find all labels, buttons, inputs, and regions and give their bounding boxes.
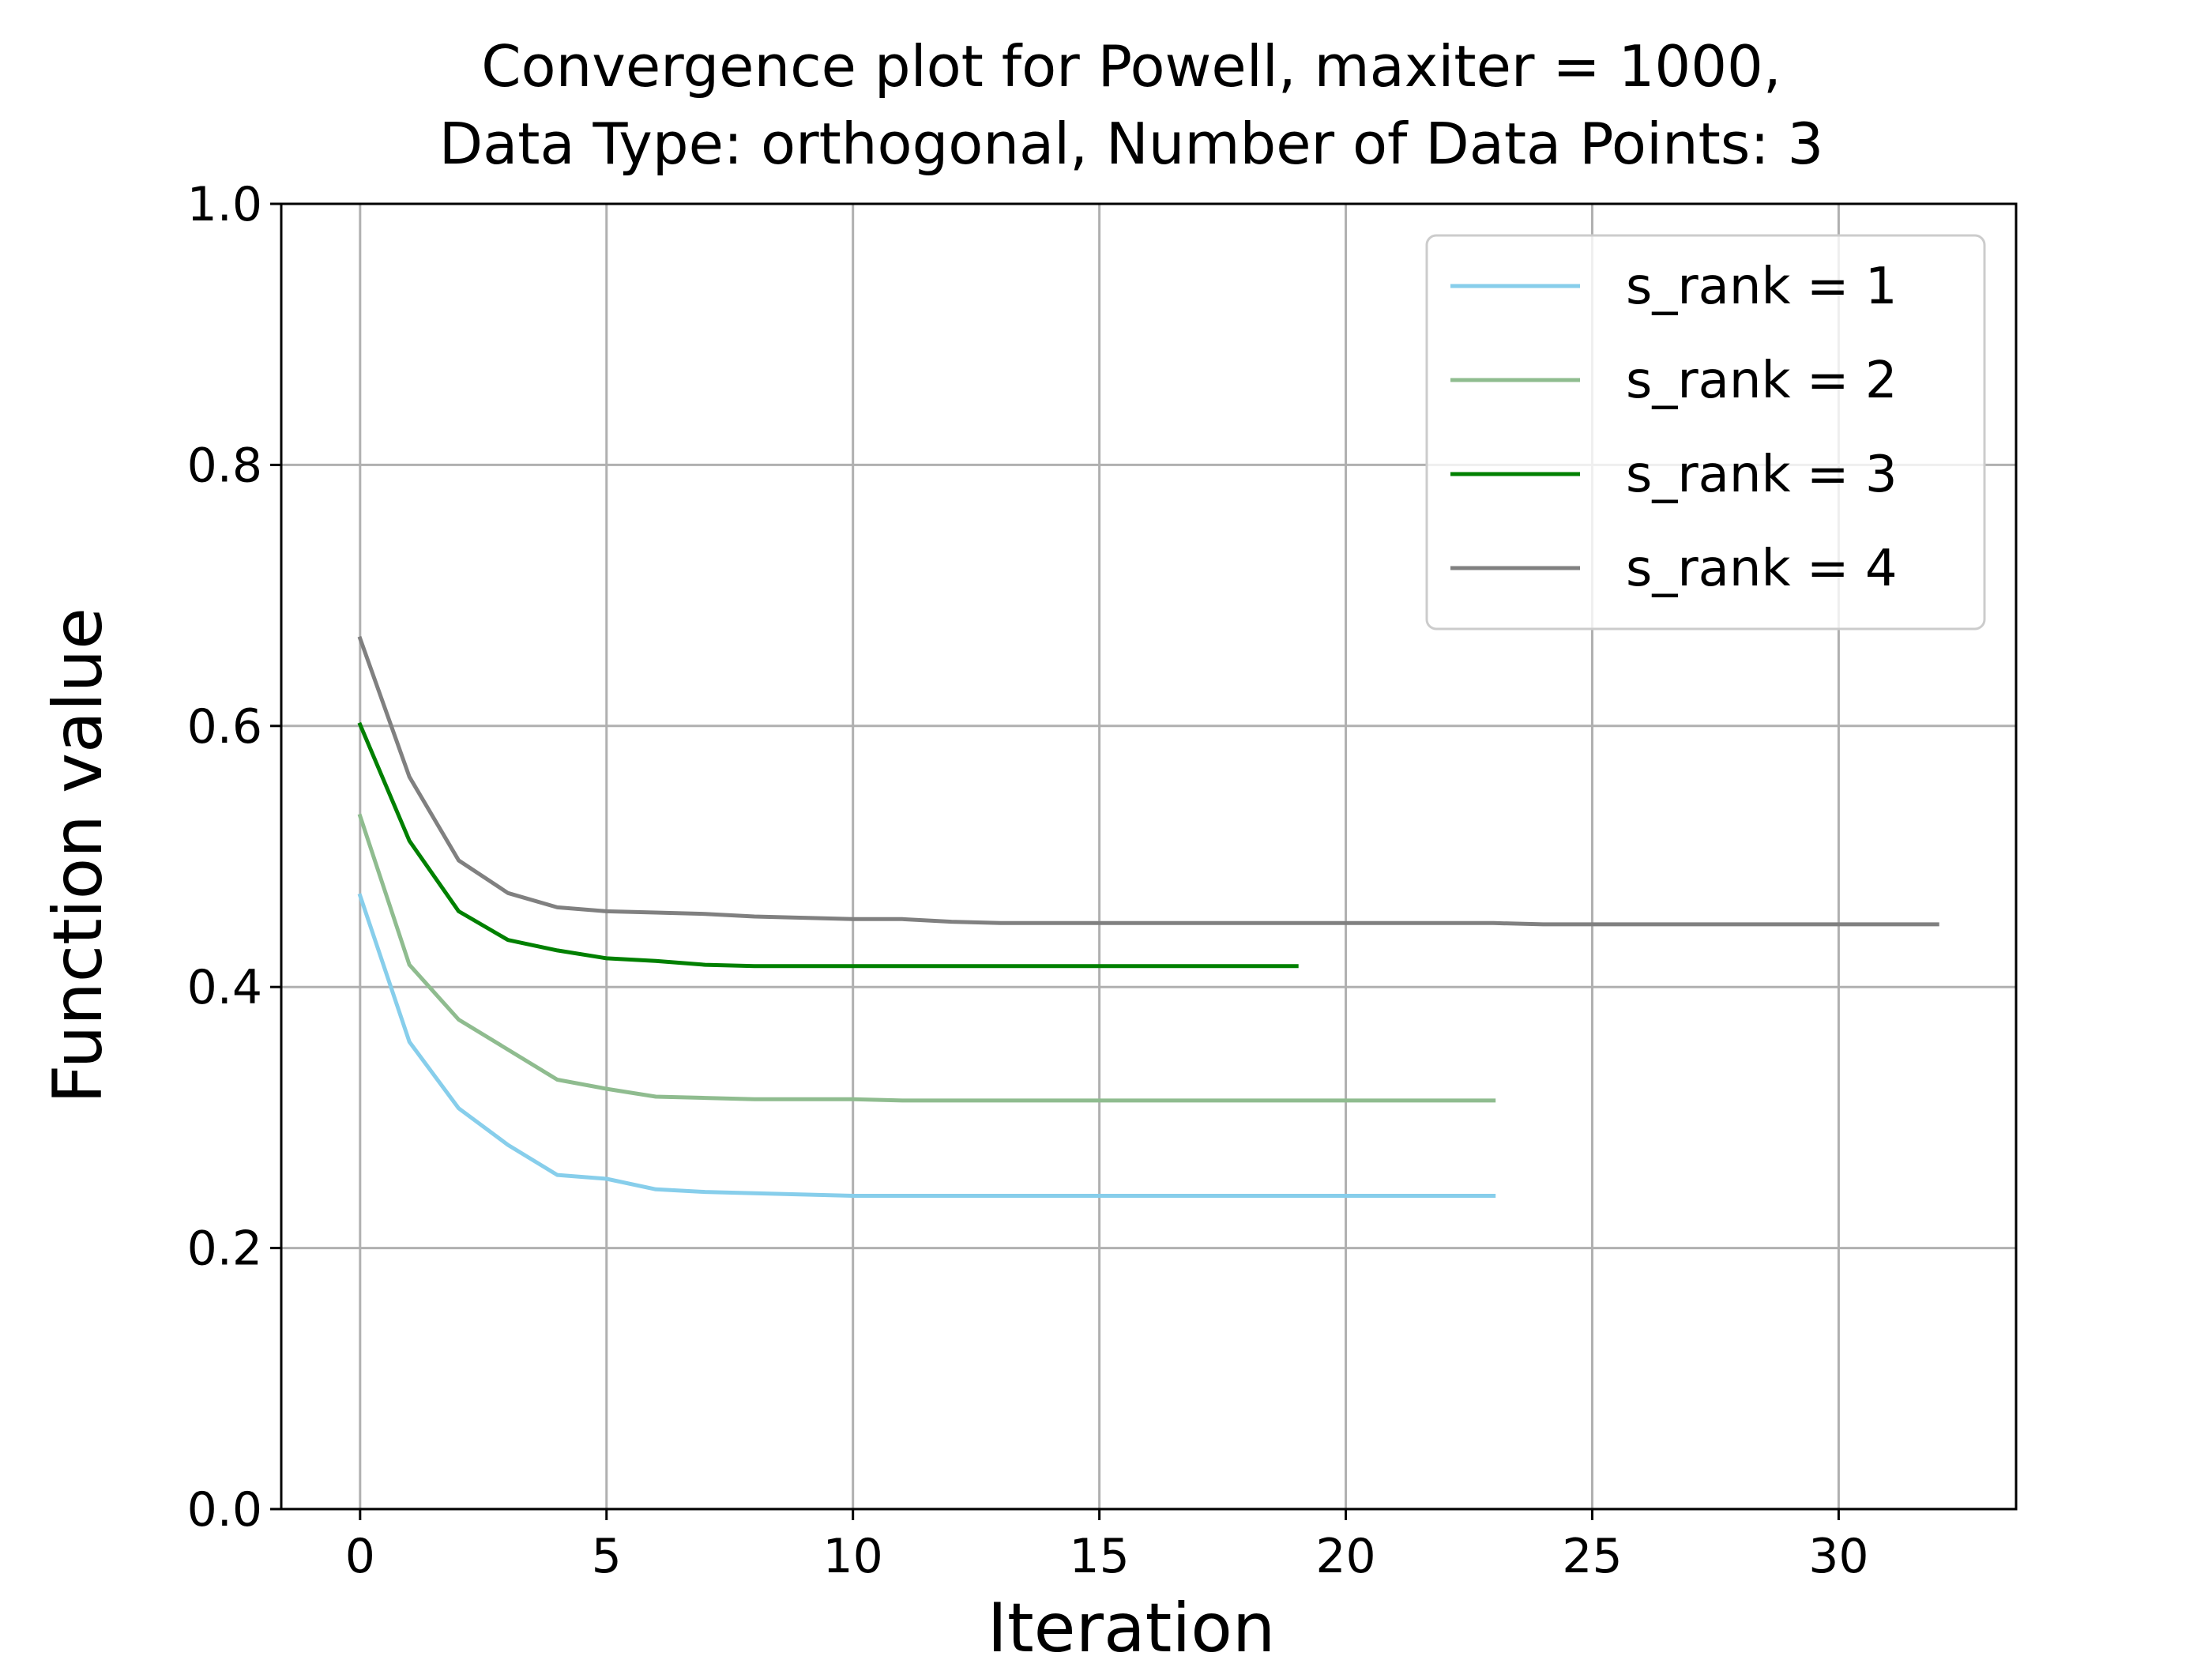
y-tick-label: 0.4: [187, 960, 262, 1015]
plot-lines: [357, 635, 1939, 1198]
x-tick-label: 30: [1808, 1529, 1868, 1584]
x-tick-label: 20: [1315, 1529, 1375, 1584]
chart-title-line-1: Convergence plot for Powell, maxiter = 1…: [481, 33, 1781, 100]
y-tick-label: 0.0: [187, 1482, 262, 1538]
series-line-1: [357, 893, 1496, 1198]
plot-frame: [280, 202, 2018, 1511]
chart-title-line-2: Data Type: orthogonal, Number of Data Po…: [439, 111, 1824, 177]
y-tick-label: 1.0: [187, 177, 262, 232]
x-tick-label: 25: [1562, 1529, 1622, 1584]
x-axis-label: Iteration: [988, 1589, 1276, 1668]
x-tick-label: 10: [823, 1529, 883, 1584]
y-tick-label: 0.8: [187, 438, 262, 493]
series-line-2: [357, 813, 1496, 1103]
legend-frame: [1425, 234, 1986, 630]
legend-label-3: s_rank = 3: [1626, 446, 1898, 504]
y-axis-label: Function value: [39, 608, 118, 1104]
y-tick-label: 0.2: [187, 1221, 262, 1277]
legend-entries: s_rank = 1 s_rank = 2 s_rank = 3 s_rank = 4: [1450, 258, 1898, 598]
legend-label-4: s_rank = 4: [1626, 540, 1898, 598]
legend: s_rank = 1 s_rank = 2 s_rank = 3 s_rank = 4: [1425, 234, 1986, 630]
legend-label-1: s_rank = 1: [1626, 258, 1898, 316]
series-line-3: [357, 721, 1299, 969]
legend-label-2: s_rank = 2: [1626, 352, 1898, 410]
x-tick-label: 0: [345, 1529, 375, 1584]
series-line-4: [357, 635, 1939, 927]
y-tick-label: 0.6: [187, 699, 262, 755]
x-tick-label: 5: [592, 1529, 622, 1584]
x-tick-label: 15: [1069, 1529, 1129, 1584]
axis-ticks: 0 5 10 15 20 25 30 0.0 0.2 0.4 0.6 0.8 1.0: [187, 177, 1869, 1584]
